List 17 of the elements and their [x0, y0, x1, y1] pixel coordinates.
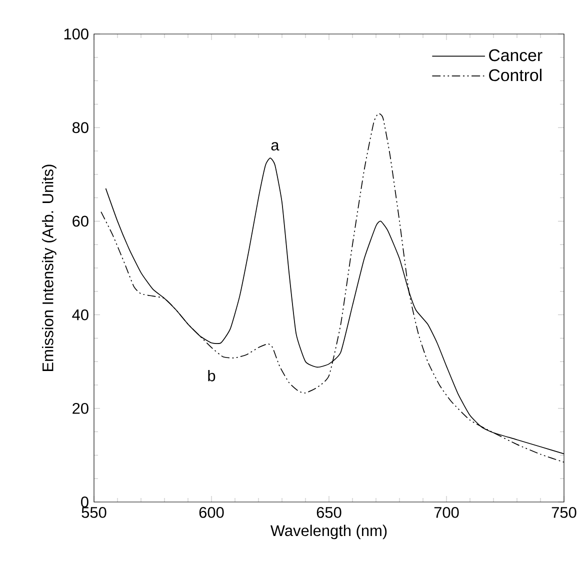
y-tick-label: 80 [72, 122, 88, 134]
x-axis-title: Wavelength (nm) [270, 524, 387, 540]
x-tick-label: 650 [316, 506, 342, 518]
y-tick-label: 60 [72, 216, 88, 227]
y-tick-label: 40 [72, 309, 88, 320]
x-tick-label: 550 [82, 506, 106, 518]
y-tick-label: 20 [72, 402, 88, 414]
x-tick-label: 700 [434, 506, 459, 518]
y-tick-label: 100 [64, 28, 88, 40]
y-axis-title: Emission Intensity (Arb. Units) [42, 164, 56, 371]
legend-label: Cancer [489, 49, 542, 62]
annotation: a [271, 142, 280, 151]
y-tick-label: 0 [81, 496, 88, 508]
x-tick-label: 750 [552, 506, 576, 518]
legend-label: Control [489, 68, 542, 82]
x-tick-label: 600 [199, 506, 224, 518]
annotation: b [208, 370, 216, 382]
